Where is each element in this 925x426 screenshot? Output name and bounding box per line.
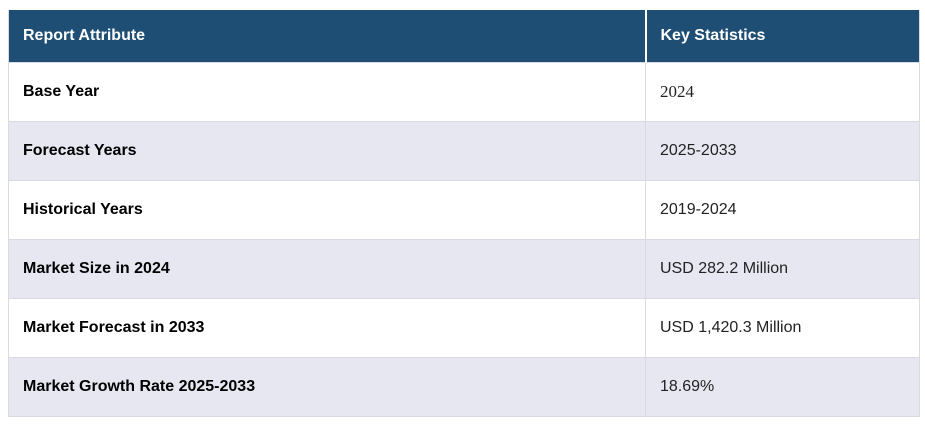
header-row: Report Attribute Key Statistics (8, 10, 920, 63)
key-statistic-cell: 18.69% (645, 357, 920, 417)
report-statistics-table: Report Attribute Key Statistics Base Yea… (8, 10, 920, 417)
table-row: Base Year 2024 (8, 62, 920, 122)
report-attribute-cell: Base Year (8, 62, 646, 122)
table-row: Historical Years 2019-2024 (8, 180, 920, 240)
table-body: Base Year 2024 Forecast Years 2025-2033 … (8, 62, 920, 417)
key-statistic-cell: USD 282.2 Million (645, 239, 920, 299)
report-attribute-cell: Forecast Years (8, 121, 646, 181)
key-statistic-cell: 2024 (645, 62, 920, 122)
report-statistics-section: Report Attribute Key Statistics Base Yea… (8, 10, 920, 417)
column-header-key-statistics: Key Statistics (644, 10, 920, 63)
report-attribute-cell: Market Growth Rate 2025-2033 (8, 357, 646, 417)
key-statistic-cell: 2019-2024 (645, 180, 920, 240)
column-header-report-attribute: Report Attribute (8, 10, 646, 63)
report-attribute-cell: Market Size in 2024 (8, 239, 646, 299)
report-attribute-cell: Market Forecast in 2033 (8, 298, 646, 358)
key-statistic-cell: USD 1,420.3 Million (645, 298, 920, 358)
table-header: Report Attribute Key Statistics (8, 10, 920, 63)
table-row: Forecast Years 2025-2033 (8, 121, 920, 181)
report-attribute-cell: Historical Years (8, 180, 646, 240)
key-statistic-cell: 2025-2033 (645, 121, 920, 181)
table-row: Market Forecast in 2033 USD 1,420.3 Mill… (8, 298, 920, 358)
table-row: Market Growth Rate 2025-2033 18.69% (8, 357, 920, 417)
table-row: Market Size in 2024 USD 282.2 Million (8, 239, 920, 299)
